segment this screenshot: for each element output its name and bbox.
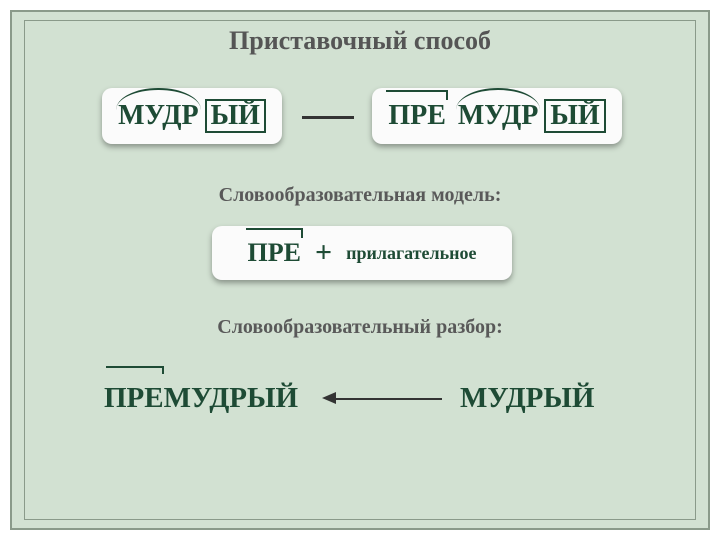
connector-line	[302, 116, 354, 119]
prefix-morpheme: ПРЕ	[248, 240, 301, 266]
base-word: МУДРЫЙ	[460, 382, 594, 415]
word-box-base: МУДР ЫЙ	[102, 88, 282, 144]
word-box-derived: ПРЕ МУДР ЫЙ	[372, 88, 622, 144]
derived-word: ПРЕМУДРЫЙ	[104, 382, 298, 415]
page-title: Приставочный способ	[12, 26, 708, 56]
model-box: ПРЕ + прилагательное	[212, 226, 512, 280]
prefix-morpheme: ПРЕ	[388, 102, 446, 130]
ending-morpheme: ЫЙ	[544, 99, 605, 134]
plus-icon: +	[315, 236, 332, 270]
subtitle-model: Словообразовательная модель:	[12, 184, 708, 207]
pos-label: прилагательное	[346, 243, 476, 264]
ending-morpheme: ЫЙ	[205, 99, 266, 134]
root-morpheme: МУДР	[118, 102, 199, 130]
subtitle-analysis: Словообразовательный разбор:	[12, 316, 708, 339]
root-morpheme: МУДР	[458, 102, 539, 130]
slide: Приставочный способ МУДР ЫЙ ПРЕ МУДР ЫЙ …	[10, 10, 710, 530]
